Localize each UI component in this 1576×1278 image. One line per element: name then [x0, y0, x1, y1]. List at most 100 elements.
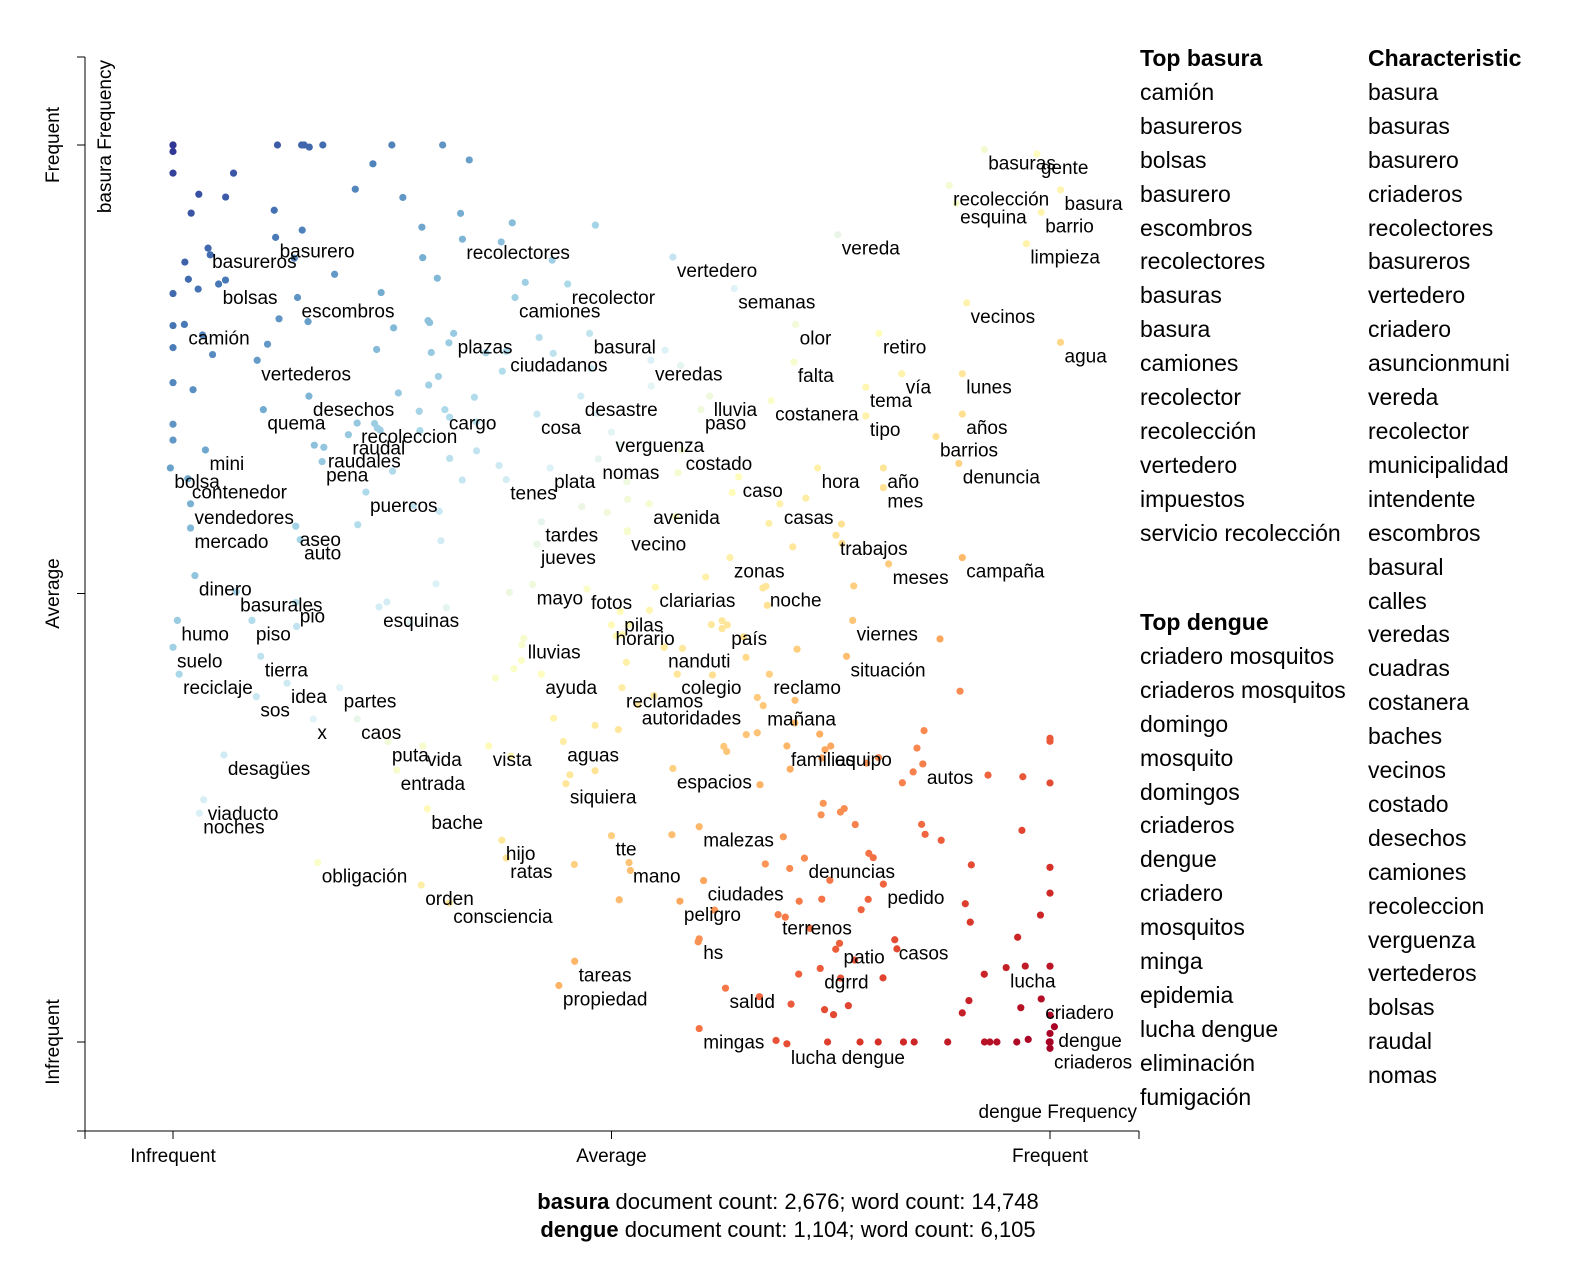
point[interactable] — [394, 389, 402, 397]
point[interactable] — [566, 771, 574, 779]
point[interactable] — [275, 315, 283, 323]
point[interactable] — [377, 288, 385, 297]
point[interactable] — [603, 508, 611, 516]
point[interactable] — [320, 443, 328, 451]
point[interactable] — [787, 1000, 795, 1008]
point[interactable] — [624, 495, 632, 503]
point[interactable] — [1050, 1023, 1058, 1031]
point[interactable] — [292, 522, 300, 530]
point[interactable] — [305, 392, 313, 400]
point[interactable] — [918, 820, 926, 828]
point[interactable] — [393, 766, 401, 774]
point[interactable] — [169, 643, 177, 651]
point[interactable] — [318, 458, 326, 466]
point[interactable] — [369, 160, 377, 168]
point[interactable] — [779, 833, 787, 841]
point[interactable] — [718, 617, 726, 625]
point[interactable] — [578, 502, 586, 511]
point[interactable] — [194, 285, 202, 293]
point[interactable] — [937, 836, 945, 844]
point[interactable] — [674, 469, 682, 477]
point[interactable] — [450, 329, 458, 337]
point[interactable] — [200, 796, 208, 804]
point[interactable] — [980, 1038, 989, 1046]
point[interactable] — [186, 500, 195, 508]
point[interactable] — [273, 141, 282, 149]
point[interactable] — [591, 767, 599, 775]
point[interactable] — [497, 238, 505, 246]
point[interactable] — [910, 1038, 918, 1046]
point[interactable] — [739, 633, 748, 641]
point[interactable] — [818, 754, 826, 762]
point[interactable] — [314, 859, 322, 867]
point[interactable] — [1022, 240, 1030, 248]
point[interactable] — [961, 900, 969, 908]
point[interactable] — [354, 521, 362, 529]
point[interactable] — [432, 580, 440, 588]
point[interactable] — [502, 347, 510, 355]
point[interactable] — [819, 799, 827, 807]
point[interactable] — [767, 397, 775, 405]
point[interactable] — [186, 524, 195, 532]
point[interactable] — [204, 244, 212, 252]
point[interactable] — [607, 428, 616, 436]
point[interactable] — [813, 464, 822, 472]
point[interactable] — [879, 880, 887, 888]
point[interactable] — [651, 583, 659, 591]
point[interactable] — [549, 349, 557, 357]
point[interactable] — [742, 653, 750, 661]
point[interactable] — [184, 275, 192, 283]
point[interactable] — [482, 349, 490, 357]
point[interactable] — [423, 805, 431, 813]
point[interactable] — [1046, 863, 1054, 871]
point[interactable] — [510, 665, 518, 673]
point[interactable] — [208, 350, 217, 359]
point[interactable] — [169, 169, 177, 177]
point[interactable] — [270, 206, 278, 214]
point[interactable] — [832, 531, 840, 539]
point[interactable] — [829, 1011, 838, 1019]
point[interactable] — [511, 293, 519, 302]
point[interactable] — [1002, 963, 1010, 972]
point[interactable] — [1046, 1044, 1054, 1052]
point[interactable] — [723, 621, 731, 629]
point[interactable] — [442, 604, 450, 612]
point[interactable] — [702, 573, 710, 581]
point[interactable] — [800, 854, 809, 862]
point[interactable] — [891, 936, 899, 944]
point[interactable] — [253, 356, 261, 364]
point[interactable] — [898, 779, 906, 787]
point[interactable] — [433, 274, 441, 282]
point[interactable] — [913, 744, 921, 752]
point[interactable] — [835, 939, 844, 947]
point[interactable] — [742, 731, 750, 739]
point[interactable] — [419, 254, 427, 262]
point[interactable] — [166, 464, 174, 472]
point[interactable] — [310, 441, 318, 449]
point[interactable] — [721, 984, 730, 992]
point[interactable] — [765, 519, 773, 528]
point[interactable] — [537, 518, 545, 526]
point[interactable] — [774, 911, 782, 919]
point[interactable] — [591, 721, 599, 729]
point[interactable] — [508, 219, 516, 227]
point[interactable] — [1046, 889, 1054, 897]
point[interactable] — [885, 560, 893, 568]
point[interactable] — [195, 809, 203, 817]
point[interactable] — [1046, 737, 1054, 745]
point[interactable] — [232, 588, 240, 596]
point[interactable] — [292, 622, 301, 631]
point[interactable] — [840, 804, 848, 813]
point[interactable] — [607, 621, 616, 629]
point[interactable] — [169, 141, 177, 149]
point[interactable] — [776, 500, 784, 508]
point[interactable] — [518, 641, 526, 649]
point[interactable] — [763, 601, 771, 609]
point[interactable] — [993, 1038, 1001, 1046]
point[interactable] — [625, 859, 633, 867]
point[interactable] — [792, 320, 800, 328]
point[interactable] — [331, 270, 339, 278]
point[interactable] — [1017, 1004, 1025, 1012]
point[interactable] — [765, 670, 773, 678]
point[interactable] — [1046, 779, 1054, 787]
